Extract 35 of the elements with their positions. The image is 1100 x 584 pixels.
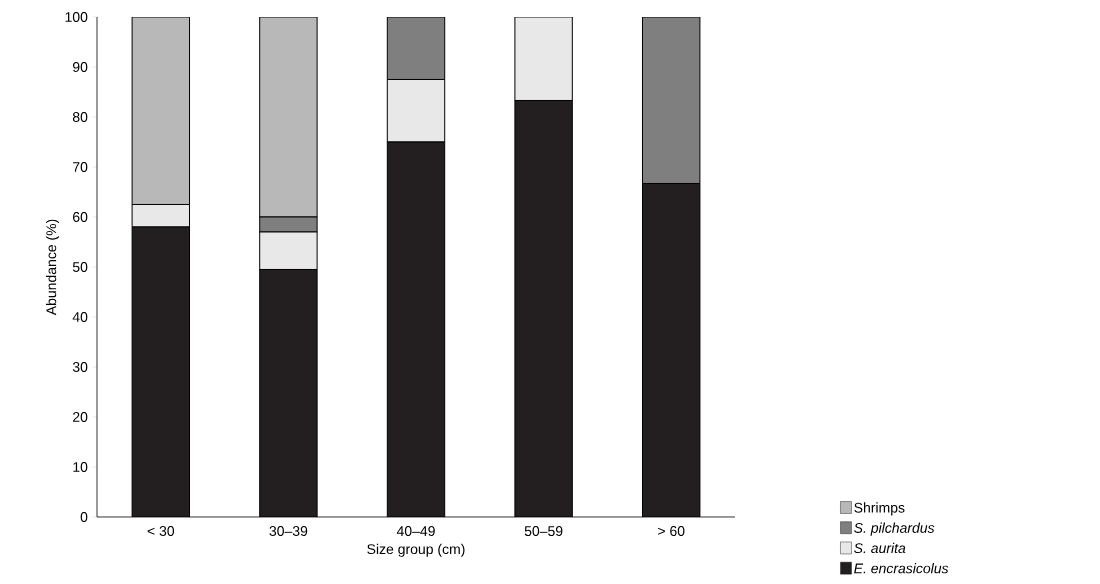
bar: [514, 16, 573, 101]
y-tick-label: 20: [73, 412, 88, 422]
x-axis-title: Size group (cm): [367, 543, 465, 557]
x-tick-label: 30–39: [269, 526, 308, 537]
bar: [386, 16, 446, 80]
y-tick-label: 80: [72, 112, 88, 122]
bar: [386, 78, 446, 143]
x-tick-label: > 60: [658, 526, 685, 537]
y-tick-label: 90: [72, 62, 88, 72]
y-axis-title: Abundance (%): [45, 219, 60, 316]
bar: [131, 16, 191, 205]
x-tick-label: < 30: [147, 526, 175, 537]
bar: [514, 100, 573, 517]
y-tick-label: 10: [73, 462, 88, 472]
legend-label: S. pilchardus: [854, 522, 935, 536]
legend-label: S. aurita: [854, 542, 906, 554]
legend-label: E. encrasicolus: [854, 563, 949, 574]
bar: [642, 16, 701, 184]
y-tick-label: 40: [72, 312, 88, 322]
y-tick-label: 0: [80, 512, 88, 522]
bar: [259, 269, 318, 517]
y-tick-label: 60: [73, 212, 88, 222]
bar: [131, 203, 191, 228]
y-tick-label: 30: [72, 362, 88, 372]
bar: [387, 141, 445, 517]
legend-label: Shrimps: [854, 502, 905, 516]
bar: [259, 231, 318, 270]
bar: [642, 182, 701, 517]
y-tick-label: 70: [73, 162, 88, 172]
x-tick-label: 50–59: [524, 526, 563, 537]
bar: [132, 226, 190, 517]
y-tick-label: 50: [72, 262, 88, 272]
bar: [259, 16, 318, 218]
y-tick-label: 100: [65, 12, 88, 22]
x-tick-label: 40–49: [396, 526, 435, 537]
